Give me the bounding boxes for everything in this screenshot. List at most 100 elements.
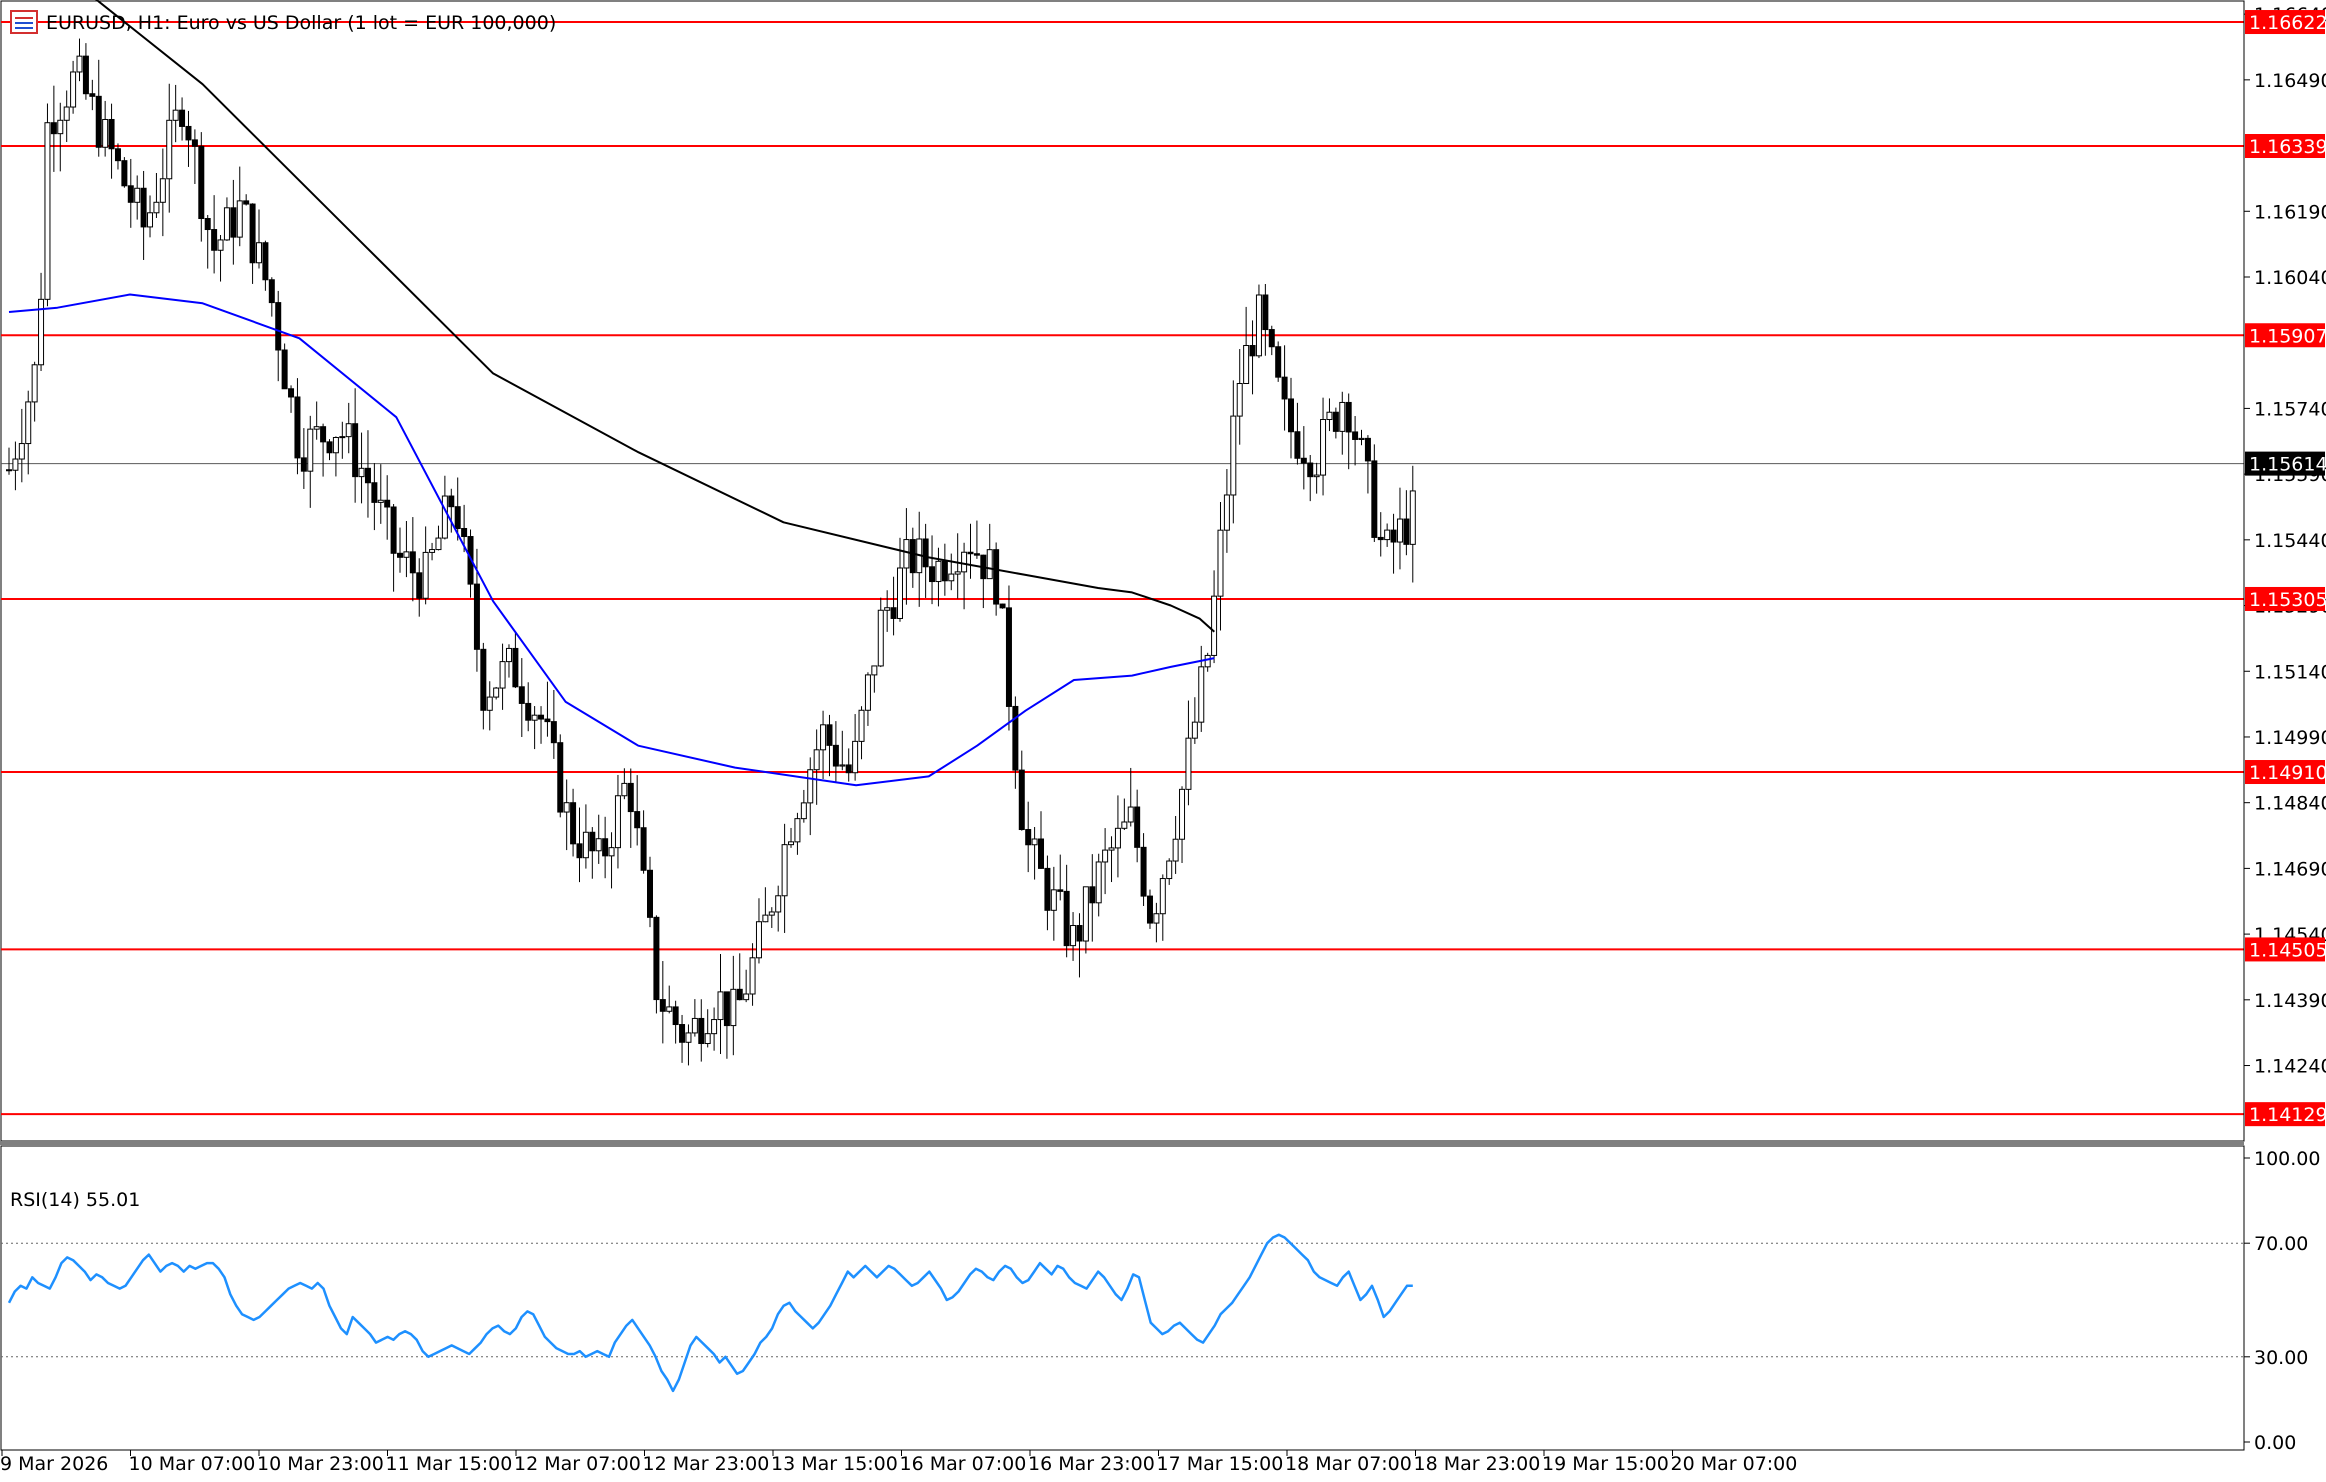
candle-body [1031,838,1038,846]
candle-body [557,742,564,813]
candle [1275,341,1282,382]
time-tick-label-6: 13 Mar 15:00 [771,1453,898,1475]
time-tick-label-10: 18 Mar 07:00 [1285,1453,1412,1475]
candle-body [775,895,782,913]
candle-body [1339,401,1346,432]
candle-body [121,160,128,187]
candle-body [1255,294,1262,357]
candle [1211,570,1218,664]
candle-body [339,436,346,439]
candle [775,885,782,932]
candle [967,523,974,579]
candle-body [454,506,461,529]
candle [749,943,756,1006]
candle [486,681,493,731]
candle-body [473,583,480,650]
candle-body [1057,889,1064,892]
candle [12,441,19,491]
candle [1281,345,1288,431]
candle-body [1223,494,1230,531]
candle-body [589,831,596,852]
time-tick-label-0: 9 Mar 2026 [0,1453,108,1475]
candle [384,475,391,540]
candle [230,179,237,265]
candle-body [288,388,295,398]
candle [211,195,218,274]
candle [1159,874,1166,941]
candle-body [698,1017,705,1045]
candle [332,436,339,477]
candle [736,953,743,1001]
candle [102,100,109,157]
candle-body [999,603,1006,609]
price-tick-label-10: 1.14840 [2254,793,2326,815]
candle [871,665,878,693]
candle-body [1089,886,1096,904]
level-label-box-6 [2245,1102,2325,1127]
price-tick-label-14: 1.14240 [2254,1056,2326,1078]
candle [493,686,500,700]
candle [179,97,186,141]
candle [191,129,198,184]
candle-body [1038,838,1045,869]
candle [1108,836,1115,883]
candle [159,148,166,237]
candle [1031,827,1038,880]
candle-body [371,482,378,503]
candle-body [884,607,891,611]
candle [25,390,32,475]
price-axis[interactable]: 1.166401.164901.161901.160401.157401.155… [2243,1,2326,1140]
time-axis[interactable]: 9 Mar 2026 10 Mar 07:00 10 Mar 23:00 11 Mar… [0,1450,1797,1475]
candle-body [435,537,442,551]
candle-body [634,811,641,829]
candle-body [1153,913,1160,924]
candle-body [243,200,250,205]
candle-body [1050,889,1057,911]
candle [1204,652,1211,672]
candle-body [717,991,724,1021]
candle-body [108,118,115,150]
candle-body [159,178,166,203]
candle [1153,902,1160,943]
candle [788,827,795,848]
candle-body [1236,383,1243,417]
level-label-3: 1.15305 [2249,589,2326,611]
candle [377,464,384,524]
candle [147,195,154,238]
candle-body [1140,846,1147,897]
candle [1339,391,1346,455]
candle-body [223,207,230,241]
candle-body [262,242,269,281]
candle [1025,801,1032,873]
candle-body [1204,654,1211,668]
candle-body [1179,788,1186,840]
candle-body [172,109,179,121]
level-label-box-0 [2245,10,2325,35]
candle-body [1172,838,1179,862]
level-label-box-2 [2245,323,2325,348]
candle-body [948,573,955,582]
candle [1146,889,1153,929]
candle [839,730,846,771]
candle-body [1326,411,1333,421]
candle-body [12,458,19,471]
candle [820,710,827,779]
candle [358,432,365,504]
candle-body [275,302,282,351]
candle [127,158,134,228]
current-price-label: 1.15614 [2249,454,2326,476]
candle-body [858,709,865,742]
candle-body [1409,490,1416,545]
candle [903,508,910,605]
candle-body [1403,518,1410,545]
candle [525,682,532,732]
candle-body [82,55,89,95]
moving-averages [8,0,1215,787]
candle-body [1358,437,1365,440]
candle-body [127,185,134,203]
candle [313,401,320,440]
candle-body [1294,431,1301,459]
level-label-2: 1.15907 [2249,325,2326,347]
